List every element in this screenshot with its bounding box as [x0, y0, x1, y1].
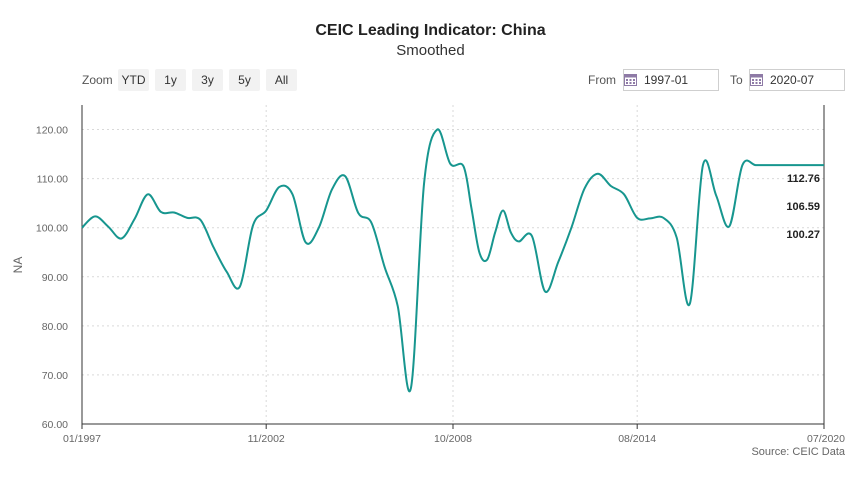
calendar-icon[interactable] [624, 73, 637, 86]
to-date-value: 2020-07 [770, 73, 815, 87]
end-value-label: 106.59 [786, 201, 820, 213]
zoom-ytd-button[interactable]: YTD [118, 69, 149, 91]
from-date-input[interactable]: 1997-01 [623, 69, 719, 91]
y-tick-label: 100.00 [36, 223, 68, 235]
zoom-5y-button[interactable]: 5y [229, 69, 260, 91]
y-tick-label: 80.00 [42, 321, 68, 333]
x-tick-label: 11/2002 [248, 433, 285, 445]
chart-subtitle: Smoothed [396, 42, 465, 59]
source-note: Source: CEIC Data [751, 446, 845, 458]
y-tick-label: 70.00 [42, 370, 68, 382]
axes [81, 105, 825, 425]
series-group [81, 128, 824, 393]
zoom-all-button[interactable]: All [266, 69, 297, 91]
y-tick-labels: 60.00 70.00 80.00 90.00 100.00 110.00 120.00 [36, 125, 68, 431]
series-line [81, 128, 824, 393]
y-tick-label: 120.00 [36, 125, 68, 137]
end-value-label: 112.76 [787, 173, 820, 185]
y-tick-label: 60.00 [42, 419, 68, 431]
zoom-1y-button[interactable]: 1y [155, 69, 186, 91]
to-label: To [730, 73, 743, 87]
end-labels: 112.76 106.59 100.27 [786, 173, 820, 241]
x-tick-label: 08/2014 [618, 433, 656, 445]
zoom-label: Zoom [82, 73, 113, 87]
from-date-value: 1997-01 [644, 73, 689, 87]
x-tick-labels: 01/1997 11/2002 10/2008 08/2014 07/2020 [63, 433, 845, 445]
calendar-icon[interactable] [750, 73, 763, 86]
end-value-label: 100.27 [786, 229, 820, 241]
from-label: From [588, 73, 616, 87]
y-tick-label: 110.00 [37, 174, 68, 186]
x-tick-label: 10/2008 [434, 433, 472, 445]
x-gridlines [81, 105, 825, 429]
y-tick-label: 90.00 [42, 272, 68, 284]
to-date-input[interactable]: 2020-07 [749, 69, 845, 91]
zoom-3y-button[interactable]: 3y [192, 69, 223, 91]
x-tick-label: 07/2020 [807, 433, 845, 445]
x-tick-label: 01/1997 [63, 433, 101, 445]
chart-title: CEIC Leading Indicator: China [315, 22, 546, 39]
y-axis-title: NA [11, 257, 25, 274]
